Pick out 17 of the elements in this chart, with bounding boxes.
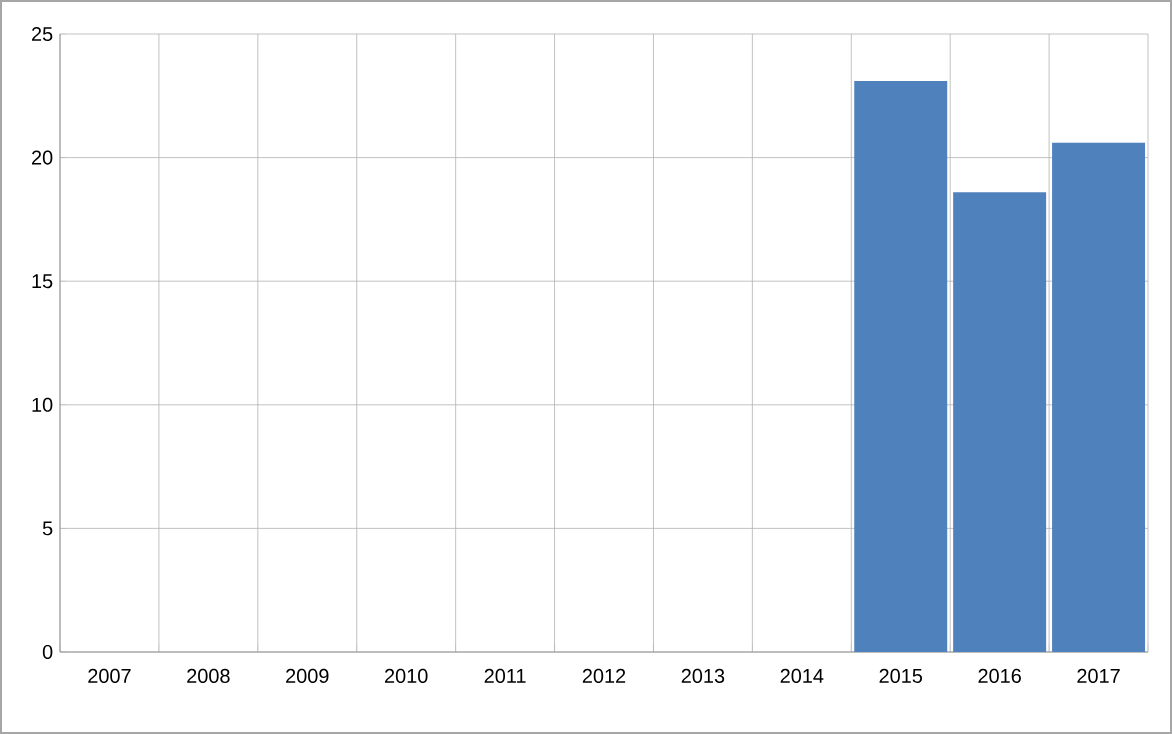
x-tick-label: 2015 [879,668,923,683]
x-tick-label: 2007 [88,668,131,683]
y-tick-label: 20 [32,150,53,165]
y-tick-label: 10 [32,397,53,412]
x-tick-label: 2008 [187,668,230,683]
y-tick-label: 5 [42,521,53,536]
x-tick-label: 2009 [286,668,329,683]
x-tick-label: 2012 [582,668,626,683]
x-tick-label: 2011 [484,668,526,683]
y-tick-label: 25 [32,26,53,42]
y-tick-label: 15 [32,274,53,289]
x-tick-label: 2014 [780,668,824,683]
x-tick-label: 2013 [681,668,725,683]
x-tick-label: 2010 [385,668,428,683]
y-tick-label: 0 [42,644,53,660]
x-tick-label: 2017 [1077,668,1120,683]
x-tick-label: 2016 [978,668,1021,683]
